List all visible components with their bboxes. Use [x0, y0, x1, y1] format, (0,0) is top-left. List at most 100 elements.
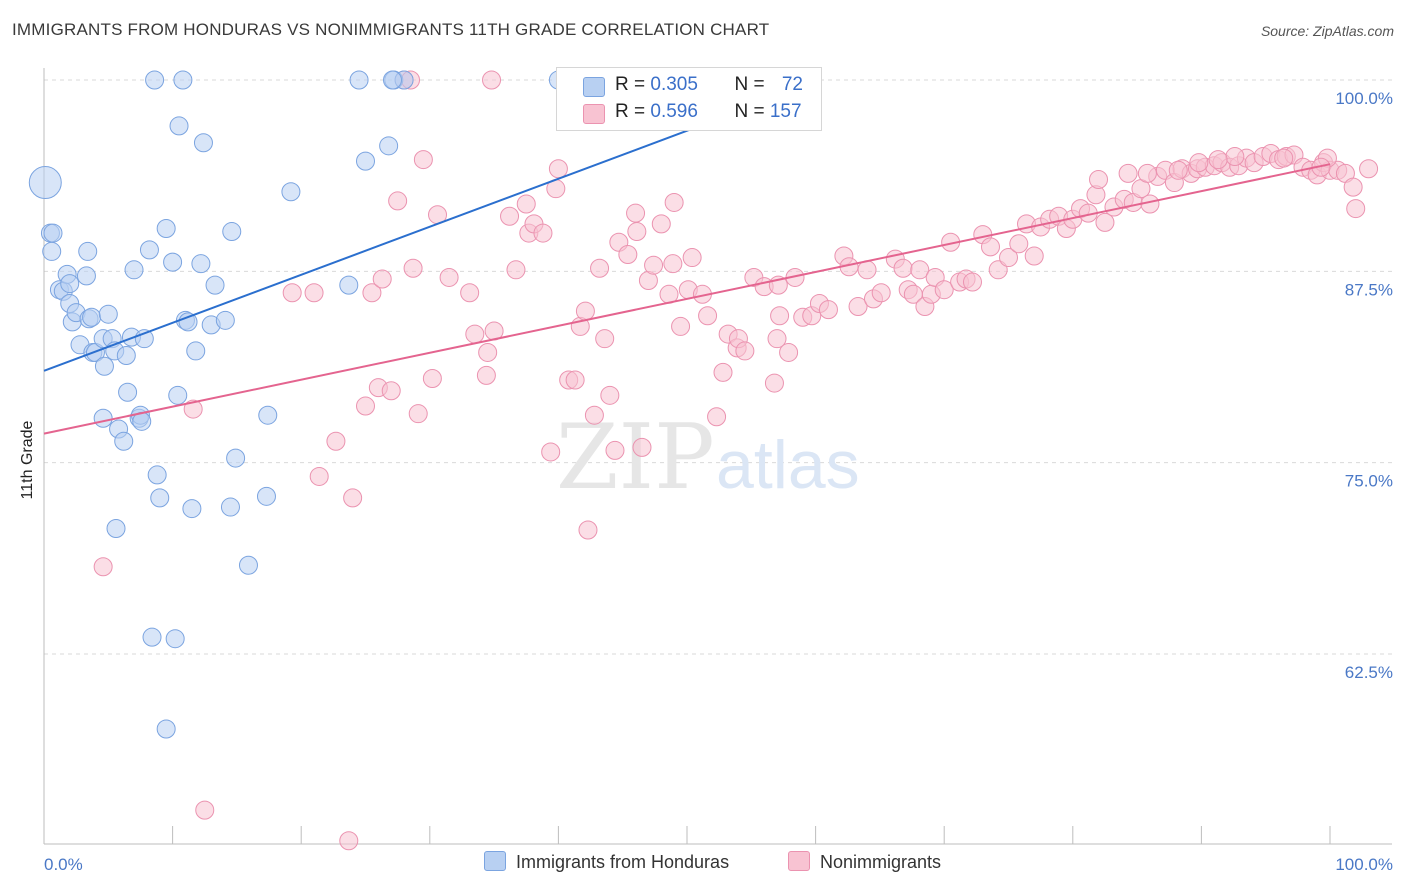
nonimmigrants-point: [707, 407, 727, 427]
y-axis-label: 11th Grade: [19, 420, 36, 499]
honduras-point: [205, 275, 225, 295]
nonimmigrants-point: [1095, 212, 1115, 232]
honduras-point: [60, 274, 80, 294]
nonimmigrants-point: [478, 342, 498, 362]
grid-lines: [44, 79, 1392, 655]
nonimmigrants-point: [1118, 163, 1138, 183]
honduras-point: [339, 275, 359, 295]
nonimmigrants-point: [482, 70, 502, 90]
nonimmigrants-point: [1009, 234, 1029, 254]
nonimmigrants-point: [388, 191, 408, 211]
honduras-point: [193, 133, 213, 153]
nonimmigrants-point: [626, 203, 646, 223]
legend-n-value: 72: [781, 74, 803, 95]
honduras-point: [226, 448, 246, 468]
honduras-point: [142, 627, 162, 647]
nonimmigrants-point: [1225, 147, 1245, 167]
honduras-point: [349, 70, 369, 90]
x-tick-label: 0.0%: [44, 855, 83, 874]
legend-label-nonimmigrants: Nonimmigrants: [820, 852, 942, 872]
nonimmigrants-trend-line: [43, 163, 1331, 435]
honduras-point: [42, 241, 62, 261]
source-label: Source: ZipAtlas.com: [1260, 23, 1394, 39]
honduras-point: [168, 385, 188, 405]
honduras-point: [258, 405, 278, 425]
nonimmigrants-point: [1274, 148, 1294, 168]
y-tick-label: 62.5%: [1345, 663, 1393, 682]
nonimmigrants-point: [565, 370, 585, 390]
nonimmigrants-point: [605, 440, 625, 460]
nonimmigrants-point: [590, 258, 610, 278]
nonimmigrants-point: [764, 373, 784, 393]
honduras-point: [28, 166, 62, 200]
nonimmigrants-point: [584, 405, 604, 425]
nonimmigrants-point: [465, 324, 485, 344]
nonimmigrants-point: [934, 280, 954, 300]
legend-r-label: R =: [615, 74, 651, 95]
nonimmigrants-point: [632, 437, 652, 457]
nonimmigrants-point: [893, 258, 913, 278]
series-legend: Immigrants from Honduras Nonimmigrants: [0, 851, 1406, 877]
nonimmigrants-point: [372, 269, 392, 289]
honduras-point: [165, 629, 185, 649]
honduras-trend-line: [43, 124, 701, 372]
nonimmigrants-point: [627, 222, 647, 242]
nonimmigrants-point: [1089, 169, 1109, 189]
honduras-point: [93, 408, 113, 428]
honduras-point: [106, 518, 126, 538]
legend-r-value: 0.305: [650, 74, 698, 95]
honduras-point: [383, 70, 403, 90]
nonimmigrants-point: [339, 831, 359, 851]
honduras-point: [145, 70, 165, 90]
legend-item-nonimmigrants: Nonimmigrants: [788, 851, 941, 873]
honduras-point: [150, 488, 170, 508]
nonimmigrants-point: [343, 488, 363, 508]
honduras-point: [173, 70, 193, 90]
watermark-atlas: atlas: [716, 427, 860, 503]
honduras-point: [82, 307, 102, 327]
legend-n-label: N =: [734, 101, 770, 122]
nonimmigrants-point: [362, 283, 382, 303]
nonimmigrants-point: [595, 329, 615, 349]
nonimmigrants-point: [871, 283, 891, 303]
nonimmigrants-point: [910, 260, 930, 280]
nonimmigrants-point: [600, 385, 620, 405]
nonimmigrants-point: [962, 272, 982, 292]
y-tick-label: 87.5%: [1345, 280, 1393, 299]
nonimmigrants-point: [413, 150, 433, 170]
honduras-point: [156, 218, 176, 238]
nonimmigrants-point: [516, 194, 536, 214]
nonimmigrants-point: [767, 329, 787, 349]
correlation-legend: R = 0.305 N = 72 R = 0.596 N = 157: [556, 67, 822, 131]
legend-r-value: 0.596: [650, 101, 698, 122]
nonimmigrants-point: [663, 254, 683, 274]
honduras-point: [94, 356, 114, 376]
nonimmigrants-point: [848, 297, 868, 317]
honduras-point: [222, 222, 242, 242]
nonimmigrants-point: [533, 223, 553, 243]
nonimmigrants-point: [818, 300, 838, 320]
y-tick-labels: 62.5% 75.0% 87.5% 100.0%: [1335, 89, 1393, 682]
nonimmigrants-point: [1189, 153, 1209, 173]
honduras-point: [124, 260, 144, 280]
nonimmigrants-point: [439, 267, 459, 287]
honduras-point: [238, 555, 258, 575]
nonimmigrants-point: [381, 381, 401, 401]
nonimmigrants-point: [698, 306, 718, 326]
legend-item-honduras: Immigrants from Honduras: [484, 851, 729, 873]
legend-swatch-blue: [484, 851, 506, 871]
nonimmigrants-point: [506, 260, 526, 280]
watermark-zip: ZIP: [556, 405, 715, 510]
honduras-point: [178, 312, 198, 332]
honduras-point: [215, 310, 235, 330]
nonimmigrants-point: [1359, 159, 1379, 179]
honduras-point: [76, 266, 96, 286]
honduras-point: [186, 341, 206, 361]
honduras-point: [118, 382, 138, 402]
honduras-point: [114, 431, 134, 451]
honduras-point: [43, 223, 63, 243]
nonimmigrants-point: [1346, 199, 1366, 219]
nonimmigrants-point: [422, 368, 442, 388]
nonimmigrants-point: [183, 399, 203, 419]
legend-swatch-pink: [583, 104, 605, 124]
